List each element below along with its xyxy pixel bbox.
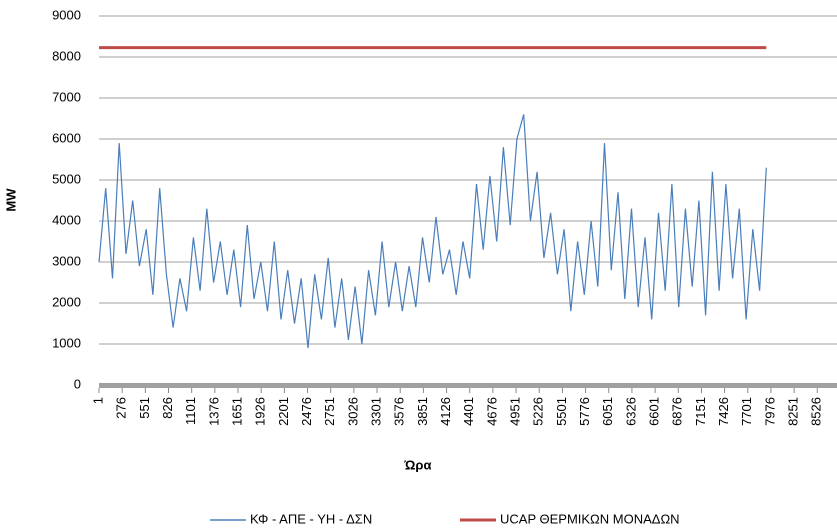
y-tick-label: 0 [74,376,81,391]
x-tick-label: 6326 [623,397,638,426]
x-tick-label: 3576 [392,397,407,426]
x-tick-label: 8526 [809,397,824,426]
x-tick-label: 7426 [716,397,731,426]
y-tick-label: 7000 [52,89,81,104]
x-tick-label: 551 [137,397,152,419]
x-tick-label: 1651 [229,397,244,426]
x-tick-label: 7976 [762,397,777,426]
legend-label: UCAP ΘΕΡΜΙΚΩΝ ΜΟΝΑΔΩΝ [500,511,680,526]
x-tick-label: 276 [114,397,129,419]
x-axis-label: Ώρα [404,457,432,472]
x-tick-label: 6876 [670,397,685,426]
x-tick-label: 2476 [299,397,314,426]
x-tick-label: 1376 [206,397,221,426]
x-tick-label: 4951 [508,397,523,426]
x-tick-label: 6051 [600,397,615,426]
y-tick-label: 9000 [52,7,81,22]
x-tick-label: 1101 [183,397,198,425]
x-tick-label: 3851 [415,397,430,426]
x-tick-label: 5501 [554,397,569,426]
y-tick-label: 2000 [52,294,81,309]
y-tick-label: 6000 [52,130,81,145]
x-tick-label: 1 [90,397,105,404]
x-tick-label: 2751 [322,397,337,426]
y-tick-label: 3000 [52,253,81,268]
x-tick-label: 5776 [577,397,592,426]
x-tick-label: 6601 [647,397,662,426]
series-line [98,114,767,349]
y-axis-label: MW [3,188,18,212]
x-tick-label: 8251 [786,397,801,426]
x-tick-label: 5226 [531,397,546,426]
y-tick-label: 8000 [52,48,81,63]
x-tick-label: 7151 [693,397,708,426]
x-tick-label: 3301 [368,397,383,426]
x-tick-label: 1926 [253,397,268,426]
x-tick-label: 4126 [438,397,453,426]
x-tick-label: 826 [160,397,175,419]
x-axis [99,383,837,388]
y-tick-label: 1000 [52,335,81,350]
y-tick-label: 5000 [52,171,81,186]
x-tick-label: 2201 [276,397,291,426]
y-tick-label: 4000 [52,212,81,227]
x-tick-label: 4676 [484,397,499,426]
x-tick-label: 3026 [345,397,360,426]
x-tick-label: 7701 [739,397,754,426]
x-tick-label: 4401 [461,397,476,426]
legend-label: ΚΦ - ΑΠΕ - ΥΗ - ΔΣΝ [250,511,372,526]
